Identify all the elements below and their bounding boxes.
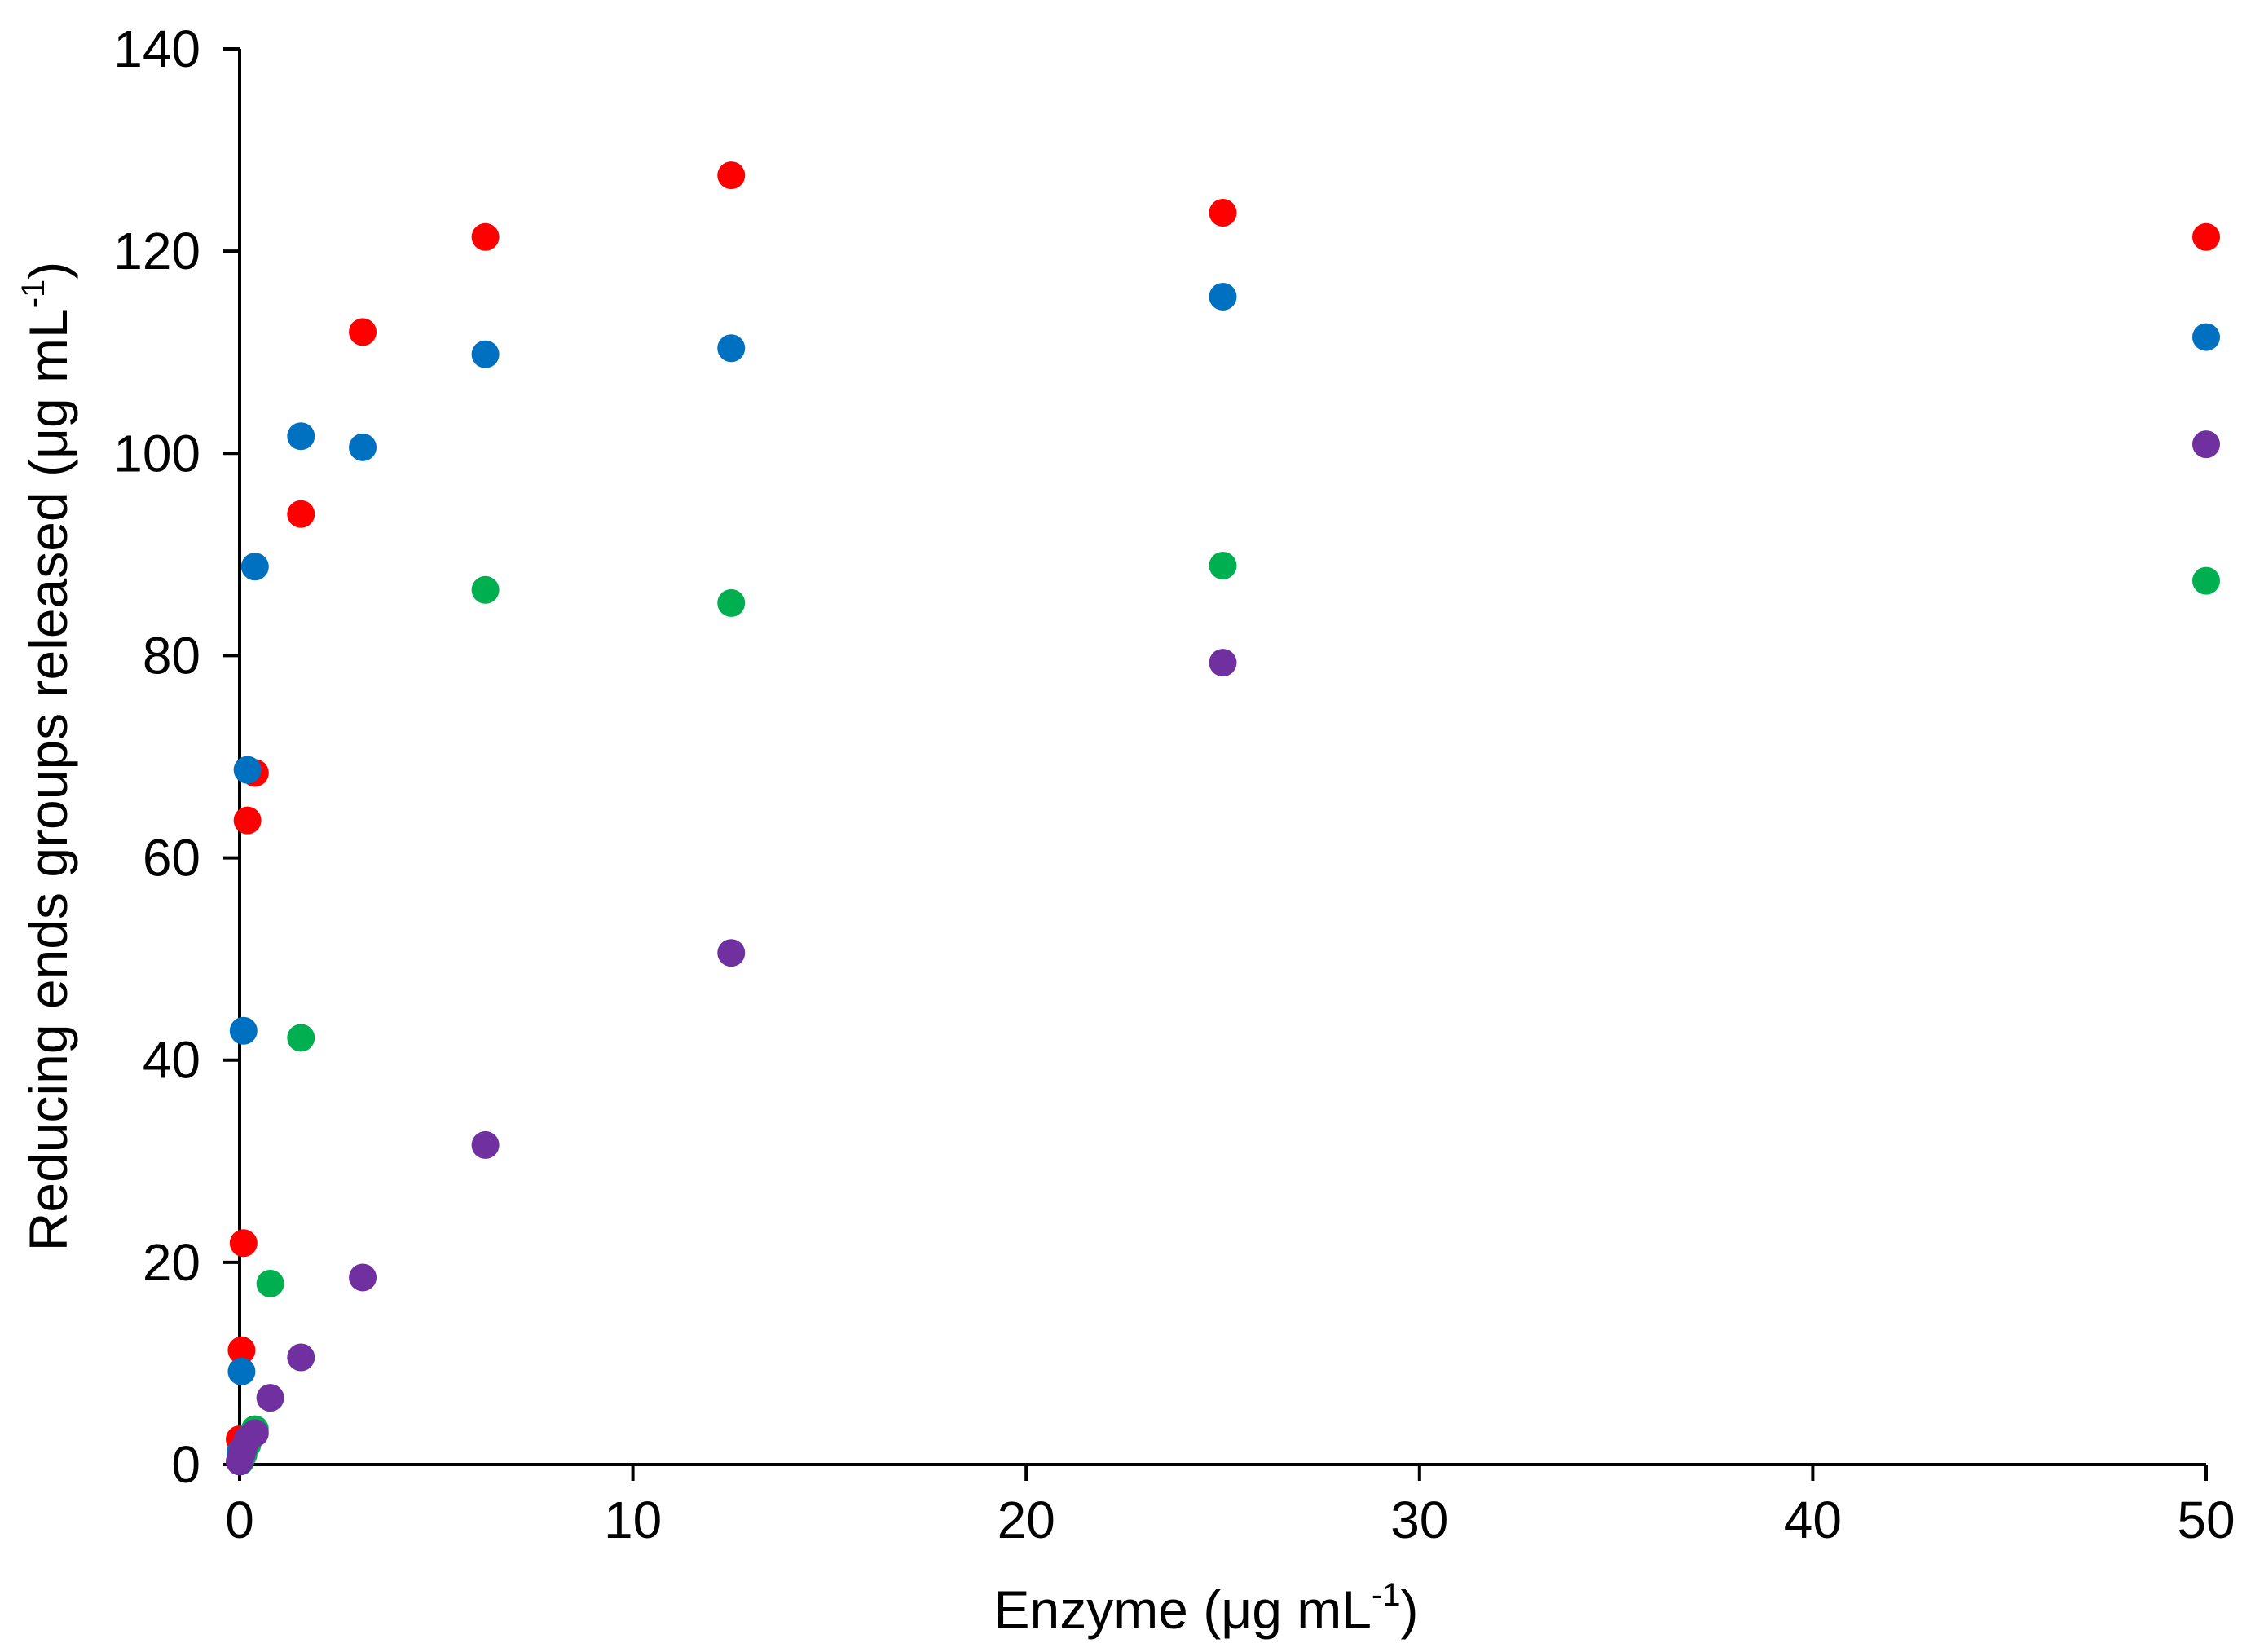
x-tick-label: 20: [998, 1491, 1055, 1549]
data-point: [471, 222, 500, 251]
data-point: [2192, 323, 2220, 351]
y-ticks: 0 20 40 60 80 100 120 140: [113, 20, 240, 1494]
data-point: [471, 1130, 500, 1159]
y-axis-title-close: ): [18, 262, 78, 280]
data-point: [287, 500, 315, 528]
data-point: [1209, 552, 1237, 580]
x-tick-label: 30: [1390, 1491, 1448, 1549]
y-tick-label: 60: [143, 829, 200, 888]
y-axis-title-superscript: -1: [15, 280, 51, 309]
data-points: [226, 161, 2220, 1476]
data-point: [287, 1024, 315, 1052]
data-point: [240, 553, 269, 581]
axes: 0 10 20 30 40 50 0 20 40 60 80 100 120 140: [113, 20, 2235, 1549]
data-point: [287, 422, 315, 451]
x-axis-title-superscript: -1: [1372, 1577, 1401, 1613]
y-tick-label: 20: [143, 1233, 200, 1292]
y-tick-label: 80: [143, 626, 200, 685]
data-point: [717, 334, 746, 363]
series-4: [226, 430, 2220, 1476]
x-tick-label: 10: [604, 1491, 662, 1549]
data-point: [1209, 649, 1237, 677]
data-point: [256, 1384, 284, 1412]
data-point: [349, 433, 377, 461]
data-point: [1209, 198, 1237, 227]
x-tick-label: 50: [2177, 1491, 2235, 1549]
data-point: [471, 575, 500, 604]
series-2: [226, 282, 2220, 1467]
data-point: [349, 1263, 377, 1292]
data-point: [349, 318, 377, 346]
y-tick-label: 0: [171, 1435, 200, 1494]
y-tick-label: 100: [113, 424, 200, 482]
data-point: [227, 1336, 256, 1364]
data-point: [256, 1269, 284, 1297]
y-tick-label: 120: [113, 222, 200, 280]
x-axis-title-text: Enzyme (μg mL: [993, 1579, 1371, 1640]
data-point: [229, 1016, 258, 1045]
data-point: [2192, 430, 2220, 459]
data-point: [287, 1343, 315, 1372]
y-tick-label: 140: [113, 20, 200, 78]
data-point: [2192, 566, 2220, 595]
series-3: [226, 552, 2220, 1476]
data-point: [229, 1229, 258, 1258]
data-point: [1209, 282, 1237, 311]
x-tick-label: 0: [225, 1491, 254, 1549]
data-point: [717, 939, 746, 967]
data-point: [233, 756, 262, 784]
y-tick-label: 40: [143, 1031, 200, 1090]
x-tick-label: 40: [1784, 1491, 1842, 1549]
series-1: [226, 161, 2220, 1453]
data-point: [717, 161, 746, 190]
data-point: [240, 1419, 269, 1447]
x-axis-title-close: ): [1401, 1579, 1419, 1640]
x-ticks: 0 10 20 30 40 50: [225, 1465, 2235, 1549]
data-point: [227, 1357, 256, 1385]
x-axis-title: Enzyme (μg mL-1): [993, 1577, 1418, 1640]
y-axis-title-text: Reducing ends groups released (μg mL: [18, 308, 78, 1251]
y-axis-title: Reducing ends groups released (μg mL-1): [15, 262, 78, 1252]
data-point: [233, 806, 262, 835]
data-point: [471, 340, 500, 368]
data-point: [2192, 222, 2220, 251]
data-point: [717, 588, 746, 617]
